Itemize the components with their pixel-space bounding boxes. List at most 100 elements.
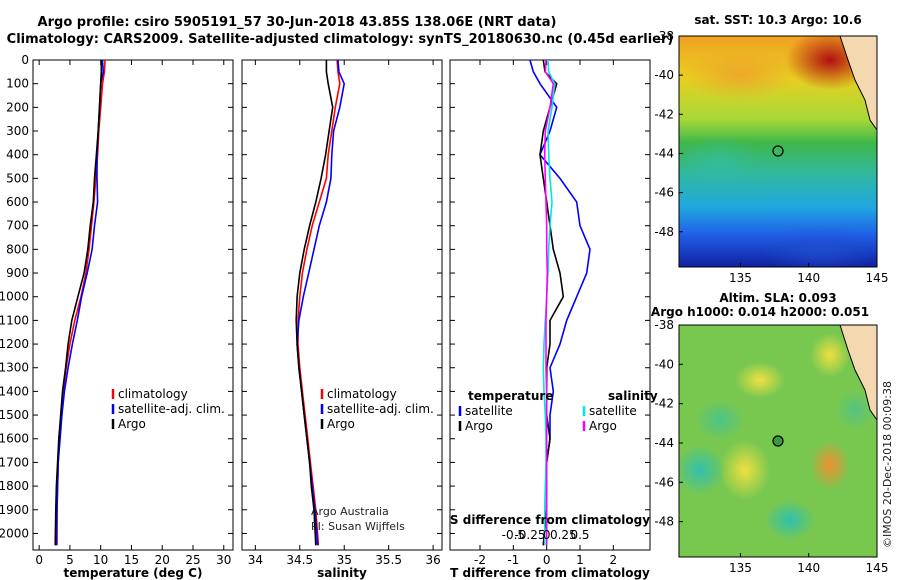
sst-map-field [679, 36, 877, 267]
credit-line2: PI: Susan Wijffels [311, 520, 405, 533]
s-tick-label: 0.5 [570, 528, 589, 542]
depth-tick-label: 1400 [0, 384, 29, 398]
depth-tick-label: 2000 [0, 526, 29, 540]
series-line-temperature-argo [539, 59, 565, 546]
top-axis-label: S difference from climatology [450, 513, 650, 527]
timestamp: ©IMOS 20-Dec-2018 00:09:38 [881, 381, 894, 548]
panel-frame-temperature [32, 59, 234, 551]
map-y-tick-label: -44 [654, 146, 674, 160]
map-y-tick-label: -48 [654, 225, 674, 239]
map-y-tick-label: -46 [654, 186, 674, 200]
sst-map-frame [678, 35, 878, 268]
depth-tick-label: 700 [6, 219, 29, 233]
map-y-tick-label: -42 [654, 397, 674, 411]
legend-label: climatology [118, 387, 188, 401]
legend-title-salinity: salinity [608, 389, 658, 403]
figure-title-line2: Climatology: CARS2009. Satellite-adjuste… [7, 32, 674, 47]
s-tick-label: 0.25 [550, 528, 577, 542]
legend-label: satellite [589, 404, 637, 418]
depth-tick-label: 1200 [0, 337, 29, 351]
map-x-tick-label: 145 [866, 561, 889, 575]
panel-difference: -2 -1 0 1 2T difference from climatology temp… [449, 59, 658, 580]
sst-map-title: sat. SST: 10.3 Argo: 10.6 [694, 13, 861, 27]
depth-tick-label: 1100 [0, 313, 29, 327]
legend-title-temperature: temperature [468, 389, 553, 403]
series-line-salinity-argo [543, 59, 555, 546]
figure-title-line1: Argo profile: csiro 5905191_57 30-Jun-20… [38, 15, 557, 30]
map-x-tick-label: 135 [729, 561, 752, 575]
map-x-tick-label: 145 [866, 271, 889, 285]
depth-tick-label: 100 [6, 77, 29, 91]
depth-tick-label: 400 [6, 148, 29, 162]
x-tick-label: 10 [93, 553, 108, 567]
legend-label: climatology [327, 387, 397, 401]
x-tick-label: 0 [35, 553, 43, 567]
map-y-tick-label: -44 [654, 436, 674, 450]
x-tick-label: 0 [543, 553, 551, 567]
x-axis-label: T difference from climatology [450, 566, 650, 580]
x-tick-label: 35.5 [375, 553, 402, 567]
x-tick-label: 2 [610, 553, 618, 567]
legend-label: satellite-adj. clim. [327, 402, 434, 416]
panel-salinity: 34 34.5 35 35.5 36 salinity climatologysatelli… [241, 59, 443, 580]
depth-tick-label: 0 [21, 53, 29, 67]
profile-panels: 0100200300400500600700800900100011001200… [0, 53, 658, 580]
credit-line1: Argo Australia [311, 505, 389, 518]
s-tick-label: 0 [543, 528, 551, 542]
depth-tick-label: 1800 [0, 479, 29, 493]
depth-tick-label: 1700 [0, 455, 29, 469]
series-line-argo [54, 60, 103, 546]
sla-map-argo-marker [772, 435, 784, 447]
depth-tick-label: 800 [6, 242, 29, 256]
legend-label: Argo [118, 417, 146, 431]
x-tick-label: 1 [576, 553, 584, 567]
s-tick-label: -0.25 [514, 528, 545, 542]
depth-tick-label: 1600 [0, 432, 29, 446]
x-axis-label: salinity [317, 566, 367, 580]
depth-tick-label: 600 [6, 195, 29, 209]
sst-map-argo-marker [772, 145, 784, 157]
x-axis-label: temperature (deg C) [64, 566, 203, 580]
depth-tick-label: 1300 [0, 361, 29, 375]
legend-label: satellite-adj. clim. [118, 402, 225, 416]
x-tick-label: 35 [337, 553, 352, 567]
legend-label: Argo [327, 417, 355, 431]
sla-map-axes: 135 140 145 -38 -40 -42 -44 -46 -48 [654, 318, 888, 575]
sst-map-axes: 135 140 145 -38 -40 -42 -44 -46 -48 [654, 29, 888, 285]
sla-map-frame [678, 324, 878, 558]
panel-frame-salinity [241, 59, 443, 551]
sla-map-subtitle: Argo h1000: 0.014 h2000: 0.051 [651, 305, 869, 319]
depth-tick-label: 1000 [0, 290, 29, 304]
s-tick-label: -0.5 [502, 528, 525, 542]
map-x-tick-label: 140 [797, 271, 820, 285]
legend-label: Argo [465, 419, 493, 433]
depth-tick-label: 300 [6, 124, 29, 138]
series-line-climatology [297, 59, 341, 546]
sla-map-title: Altim. SLA: 0.093 [719, 291, 836, 305]
x-tick-label: 15 [124, 553, 139, 567]
panel-frame-difference [449, 59, 651, 551]
map-y-tick-label: -38 [654, 29, 674, 43]
map-x-tick-label: 135 [729, 271, 752, 285]
depth-tick-label: 1900 [0, 503, 29, 517]
x-tick-label: 20 [155, 553, 170, 567]
x-tick-label: -1 [507, 553, 519, 567]
x-tick-label: -2 [474, 553, 486, 567]
map-y-tick-label: -42 [654, 107, 674, 121]
map-y-tick-label: -40 [654, 68, 674, 82]
legend-label: Argo [589, 419, 617, 433]
map-y-tick-label: -48 [654, 515, 674, 529]
depth-tick-label: 200 [6, 100, 29, 114]
map-y-tick-label: -38 [654, 318, 674, 332]
depth-tick-label: 500 [6, 171, 29, 185]
x-tick-label: 34 [248, 553, 263, 567]
panel-temperature: 0100200300400500600700800900100011001200… [0, 53, 234, 580]
x-tick-label: 25 [185, 553, 200, 567]
x-tick-label: 5 [66, 553, 74, 567]
x-tick-label: 30 [216, 553, 231, 567]
depth-tick-label: 900 [6, 266, 29, 280]
depth-tick-label: 1500 [0, 408, 29, 422]
legend-label: satellite [465, 404, 513, 418]
map-y-tick-label: -40 [654, 357, 674, 371]
